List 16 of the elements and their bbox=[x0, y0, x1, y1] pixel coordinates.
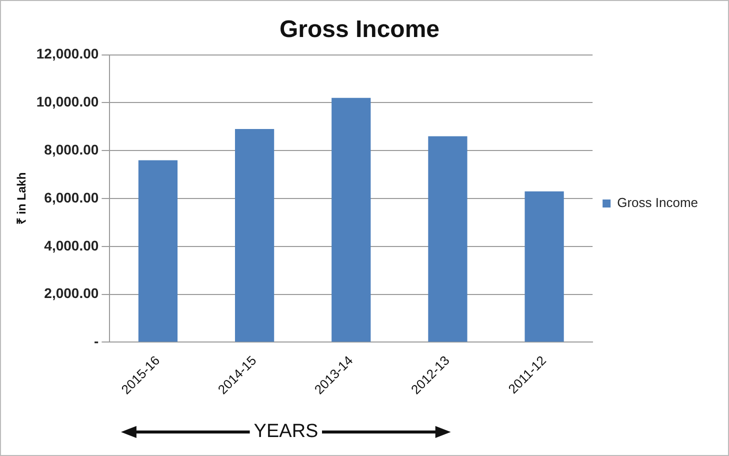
x-axis-title: YEARS bbox=[254, 421, 318, 443]
y-tick-label: 10,000.00 bbox=[36, 94, 99, 110]
bar bbox=[332, 98, 371, 342]
y-axis-title: ₹ in Lakh bbox=[14, 172, 29, 225]
legend-label: Gross Income bbox=[617, 195, 698, 210]
y-tick-label: 4,000.00 bbox=[44, 237, 99, 254]
bar bbox=[524, 191, 564, 342]
bar bbox=[234, 129, 274, 342]
y-tick-label: 6,000.00 bbox=[44, 189, 99, 206]
chart-title: Gross Income bbox=[279, 16, 440, 44]
y-tick-label: 2,000.00 bbox=[44, 285, 99, 302]
bar bbox=[138, 160, 178, 342]
y-tick-label: 8,000.00 bbox=[44, 141, 99, 158]
y-tick-label: - bbox=[94, 333, 100, 350]
bar bbox=[428, 136, 468, 342]
y-tick-label: 12,000.00 bbox=[36, 46, 99, 62]
